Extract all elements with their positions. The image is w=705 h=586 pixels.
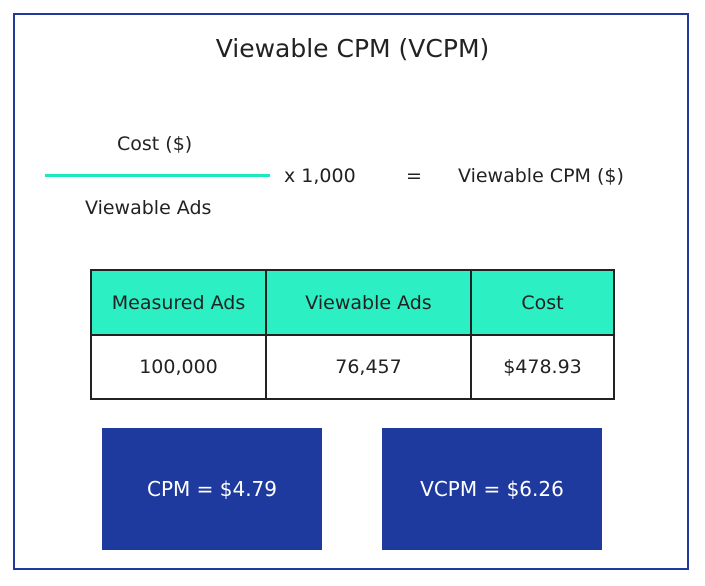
- equals: =: [406, 165, 422, 187]
- fraction-line: [45, 174, 270, 177]
- data-cell: 100,000: [90, 334, 267, 400]
- data-cell: $478.93: [470, 334, 615, 400]
- denominator: Viewable Ads: [85, 197, 212, 219]
- title: Viewable CPM (VCPM): [215, 34, 490, 63]
- result-box: CPM = $4.79: [102, 428, 322, 550]
- multiplier: x 1,000: [284, 165, 356, 187]
- header-cell: Viewable Ads: [265, 269, 472, 336]
- result-label: Viewable CPM ($): [458, 165, 624, 187]
- header-cell: Measured Ads: [90, 269, 267, 336]
- result-box: VCPM = $6.26: [382, 428, 602, 550]
- numerator: Cost ($): [117, 133, 193, 155]
- data-cell: 76,457: [265, 334, 472, 400]
- data-row: 100,000 76,457 $478.93: [90, 334, 615, 400]
- header-cell: Cost: [470, 269, 615, 336]
- frame: [13, 13, 689, 570]
- header-row: Measured Ads Viewable Ads Cost: [90, 269, 615, 336]
- data-table: Measured Ads Viewable Ads Cost 100,000 7…: [90, 269, 615, 400]
